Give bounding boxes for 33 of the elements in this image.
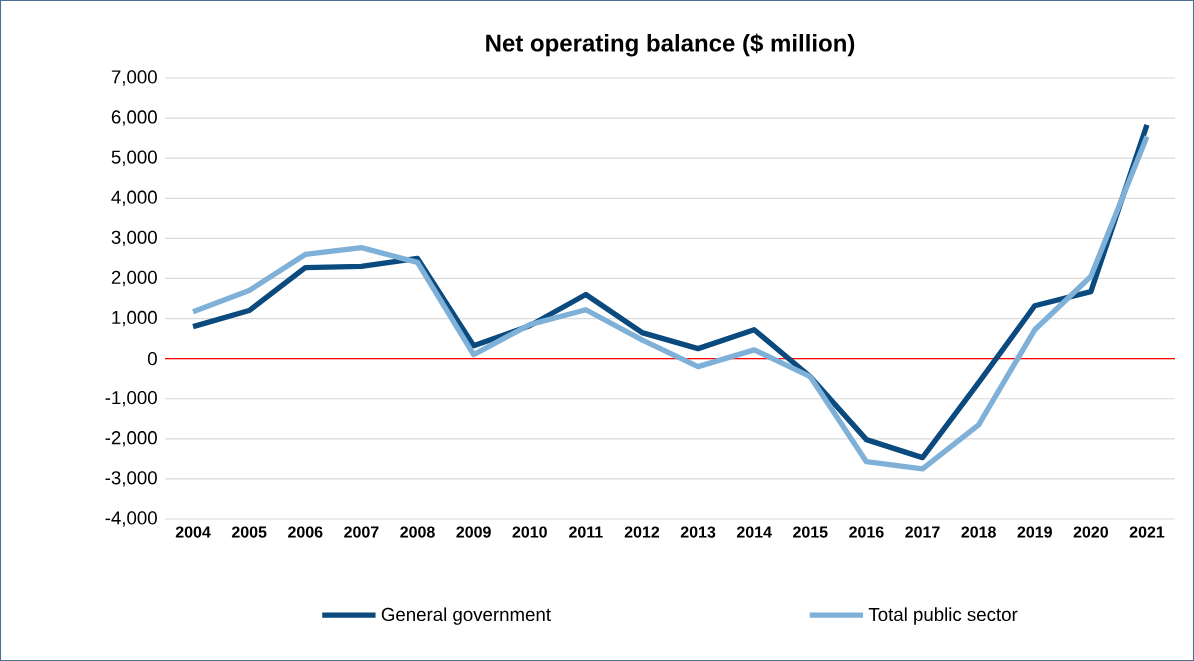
y-tick-label: -3,000 [105,471,157,487]
x-tick-label: 2007 [344,526,379,538]
y-tick-label: -1,000 [105,391,157,407]
legend-label: General government [381,607,551,625]
x-tick-label: 2010 [512,526,547,538]
y-tick-label: 2,000 [111,270,157,287]
x-tick-label: 2004 [175,526,211,538]
x-tick-label: 2021 [1129,526,1165,538]
y-tick-label: -2,000 [105,431,157,447]
x-tick-label: 2017 [905,526,940,538]
legend-label: Total public sector [868,607,1018,625]
x-tick-label: 2013 [680,526,716,538]
x-tick-label: 2012 [624,526,660,538]
y-tick-label: 7,000 [111,70,157,86]
y-tick-label: 4,000 [111,190,157,206]
x-tick-label: 2006 [288,526,323,538]
chart-title: Net operating balance ($ million) [486,33,855,57]
y-tick-label: 0 [147,352,157,366]
y-tick-label: 1,000 [112,310,157,327]
x-tick-label: 2018 [961,526,996,538]
x-tick-label: 2009 [456,526,491,538]
x-tick-label: 2019 [1017,526,1052,538]
y-tick-label: -4,000 [105,511,157,527]
x-tick-label: 2005 [231,526,267,538]
x-tick-label: 2008 [400,526,435,538]
y-tick-label: 6,000 [111,110,157,126]
x-tick-label: 2015 [793,526,828,538]
y-tick-label: 5,000 [111,150,157,166]
x-tick-label: 2014 [736,526,772,538]
x-tick-label: 2011 [569,526,603,538]
x-tick-label: 2016 [849,526,884,538]
y-tick-label: 3,000 [111,230,157,247]
x-tick-label: 2020 [1073,526,1108,538]
